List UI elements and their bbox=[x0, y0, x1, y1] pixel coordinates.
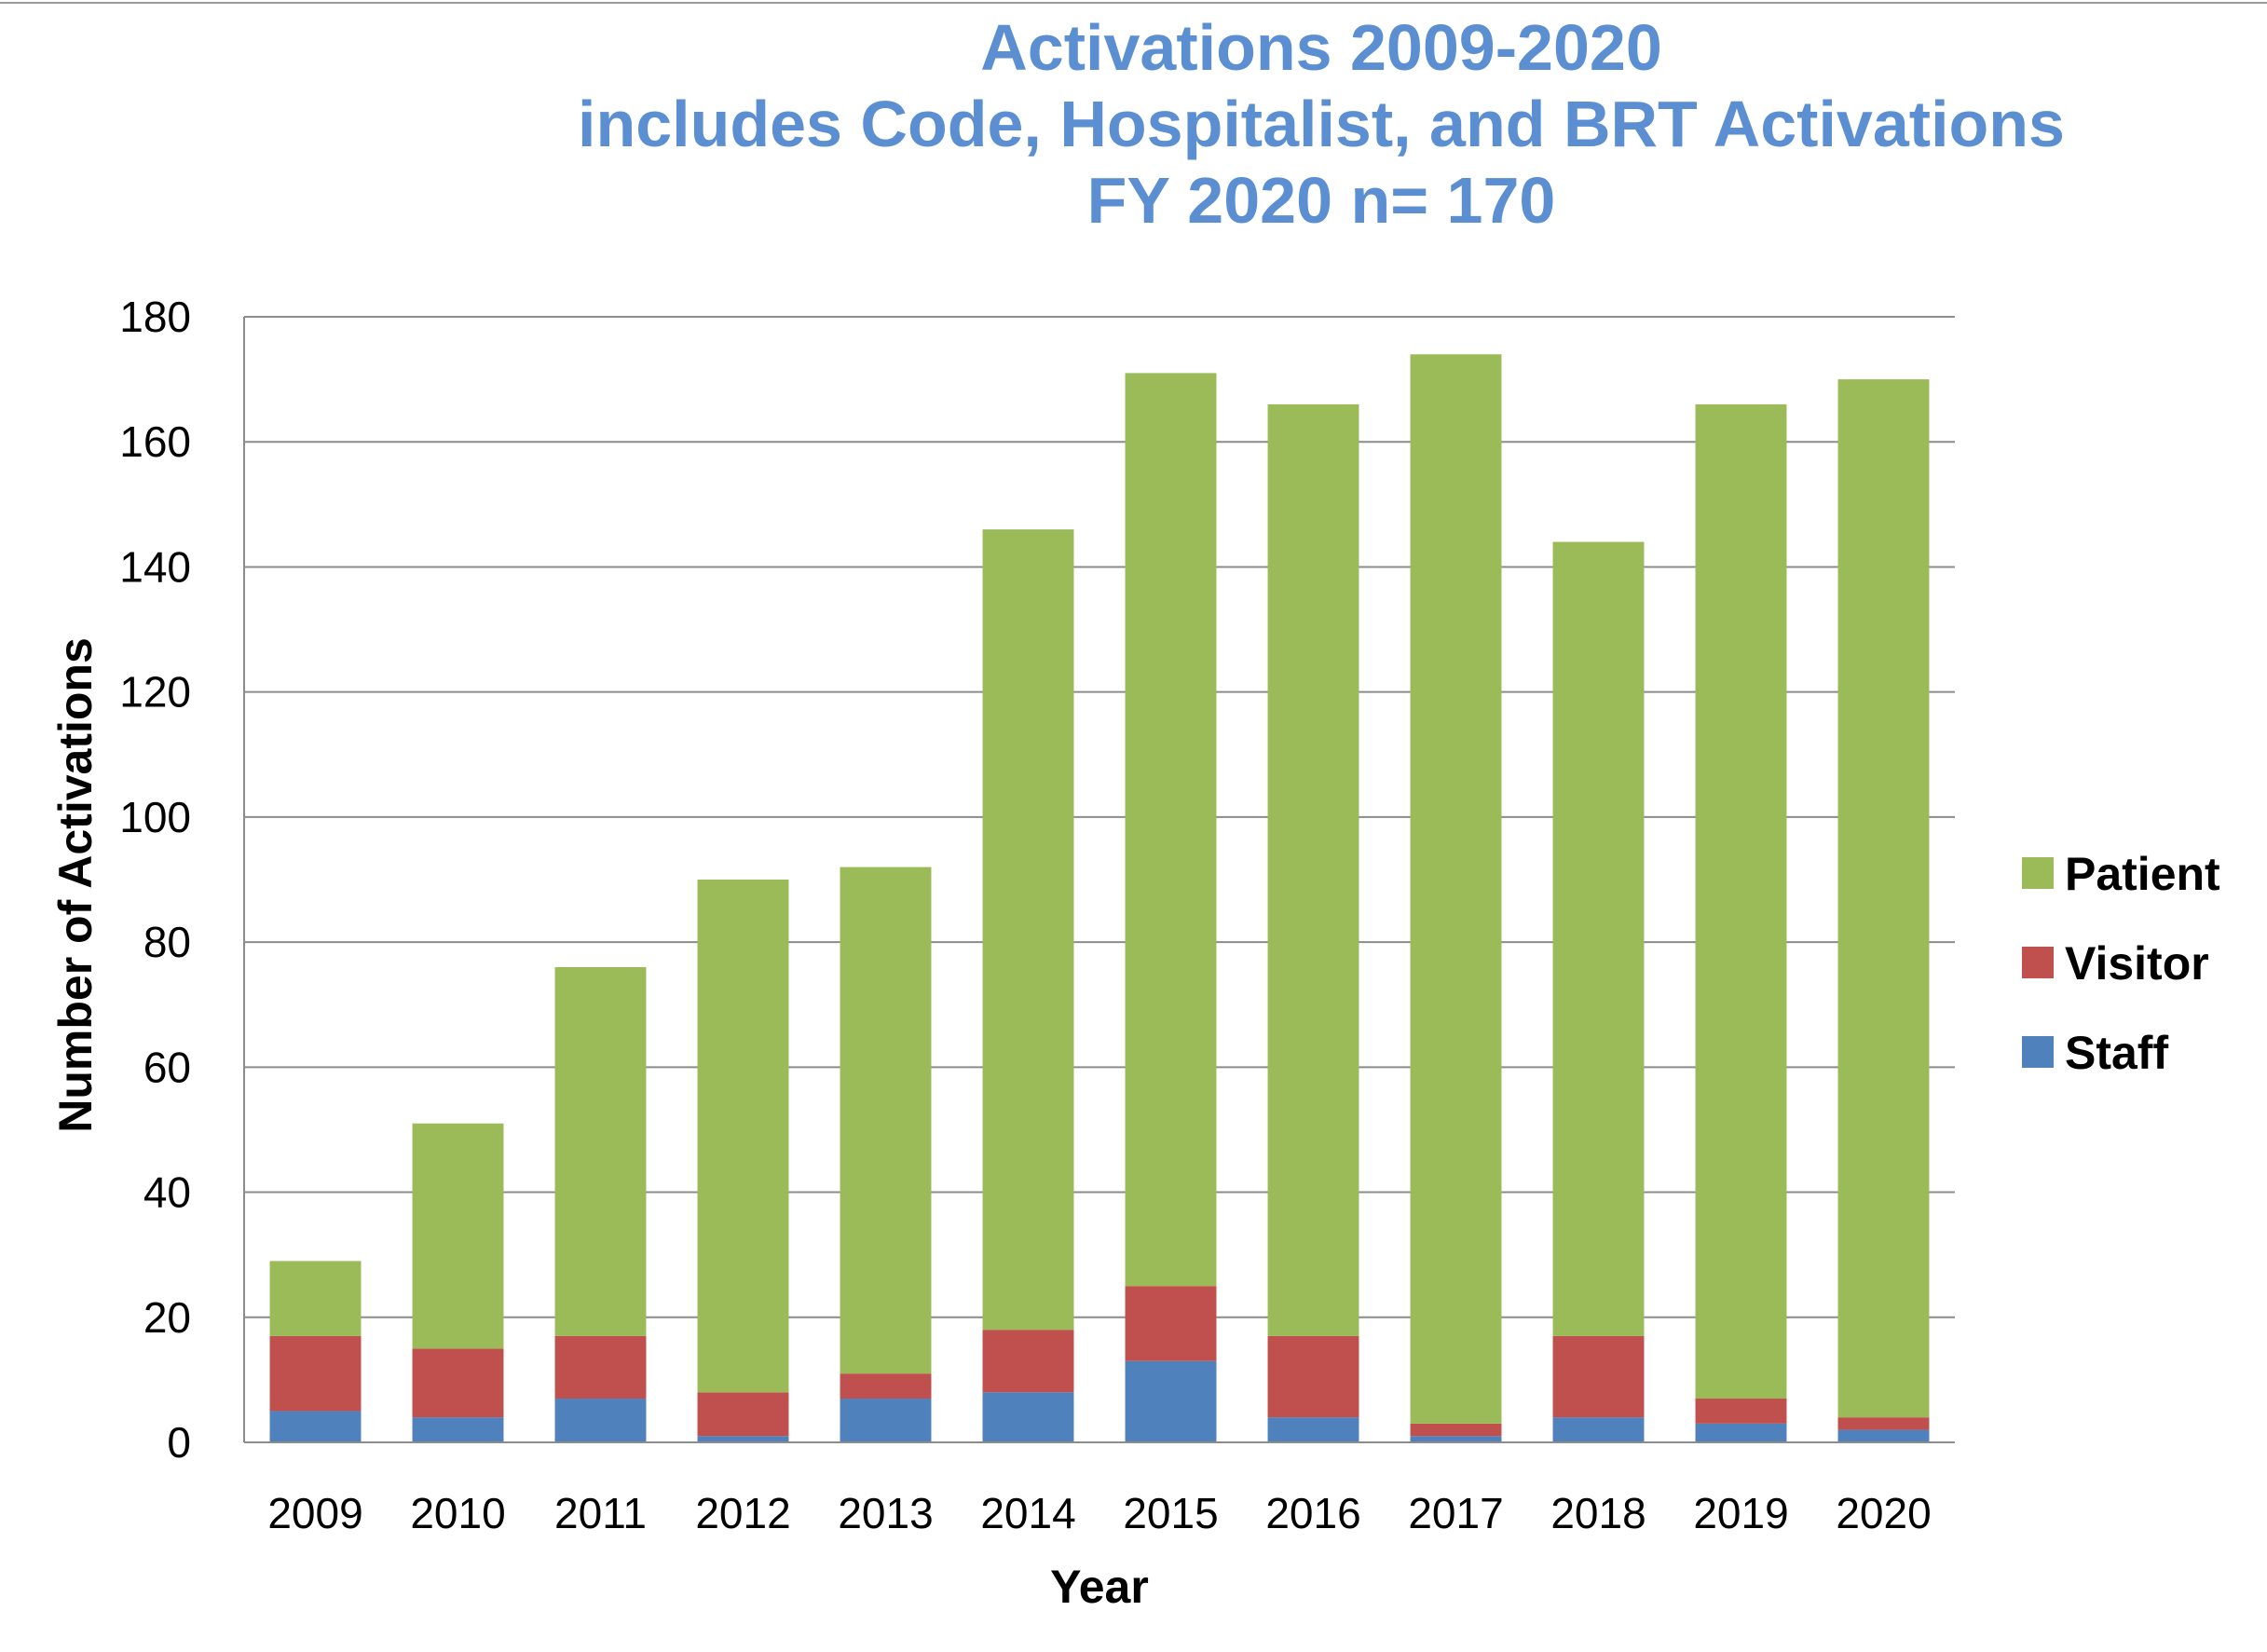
x-tick-label: 2017 bbox=[1408, 1489, 1503, 1537]
y-axis-tick-labels: 0 20 40 60 80 100 120 140 160 180 bbox=[119, 293, 191, 1467]
bar-segment-staff bbox=[1267, 1417, 1359, 1442]
y-tick-label: 120 bbox=[119, 668, 191, 717]
bar-segment-visitor bbox=[982, 1330, 1074, 1393]
x-tick-label: 2012 bbox=[695, 1489, 790, 1537]
bar-segment-staff bbox=[269, 1411, 362, 1442]
bar-segment-visitor bbox=[1267, 1335, 1359, 1418]
axes bbox=[243, 317, 1955, 1443]
bar-segment-patient bbox=[1837, 379, 1930, 1418]
x-axis-title: Year bbox=[1050, 1561, 1149, 1613]
legend-swatch-visitor bbox=[2022, 947, 2054, 978]
y-tick-label: 40 bbox=[143, 1168, 191, 1217]
legend-label-staff: Staff bbox=[2065, 1027, 2168, 1079]
bar-segment-patient bbox=[1125, 373, 1217, 1287]
bar-segment-staff bbox=[1125, 1360, 1217, 1442]
y-tick-label: 160 bbox=[119, 417, 191, 466]
legend-label-patient: Patient bbox=[2065, 848, 2220, 900]
bar-segment-patient bbox=[1267, 403, 1359, 1336]
legend-swatch-patient bbox=[2022, 857, 2054, 889]
x-tick-label: 2019 bbox=[1693, 1489, 1788, 1537]
chart-title-line-2: includes Code, Hospitalist, and BRT Acti… bbox=[578, 88, 2065, 160]
bar-segment-visitor bbox=[1552, 1335, 1645, 1418]
bar-segment-patient bbox=[412, 1123, 504, 1349]
x-tick-label: 2015 bbox=[1123, 1489, 1218, 1537]
bar-segment-patient bbox=[1410, 354, 1502, 1424]
y-tick-label: 0 bbox=[167, 1418, 191, 1467]
y-tick-label: 100 bbox=[119, 793, 191, 841]
legend-label-visitor: Visitor bbox=[2065, 937, 2209, 990]
y-tick-label: 180 bbox=[119, 293, 191, 341]
x-tick-label: 2009 bbox=[267, 1489, 362, 1537]
bar-segment-staff bbox=[1695, 1423, 1787, 1442]
bar-segment-patient bbox=[1552, 541, 1645, 1336]
bar-segment-staff bbox=[1837, 1429, 1930, 1442]
bar-segment-patient bbox=[554, 966, 647, 1336]
bar-segment-staff bbox=[840, 1399, 932, 1442]
bar-segment-visitor bbox=[269, 1335, 362, 1412]
bar-segment-staff bbox=[982, 1392, 1074, 1442]
x-tick-label: 2010 bbox=[410, 1489, 505, 1537]
x-tick-label: 2020 bbox=[1836, 1489, 1931, 1537]
bar-segment-visitor bbox=[1410, 1423, 1502, 1437]
bar-segment-visitor bbox=[1837, 1417, 1930, 1430]
bar-segment-staff bbox=[554, 1399, 647, 1442]
bar-segment-visitor bbox=[554, 1335, 647, 1399]
legend-swatch-staff bbox=[2022, 1036, 2054, 1068]
chart-title-line-3: FY 2020 n= 170 bbox=[1087, 164, 1556, 237]
y-tick-label: 60 bbox=[143, 1043, 191, 1091]
x-tick-label: 2011 bbox=[554, 1489, 647, 1537]
bar-segment-patient bbox=[697, 880, 789, 1393]
bar-segment-staff bbox=[1410, 1436, 1502, 1442]
bar-segment-visitor bbox=[697, 1392, 789, 1437]
bar-segment-visitor bbox=[1695, 1399, 1787, 1424]
bar-segment-visitor bbox=[1125, 1286, 1217, 1361]
bar-segment-patient bbox=[269, 1261, 362, 1336]
bar-segment-staff bbox=[412, 1417, 504, 1442]
bar-segment-visitor bbox=[412, 1348, 504, 1418]
y-tick-label: 20 bbox=[143, 1293, 191, 1342]
y-tick-label: 140 bbox=[119, 542, 191, 591]
bar-segment-patient bbox=[982, 529, 1074, 1331]
x-axis-tick-labels: 2009 2010 2011 2012 2013 2014 2015 2016 2017 2018… bbox=[267, 1489, 1931, 1537]
bar-segment-visitor bbox=[840, 1373, 932, 1399]
bar-segment-patient bbox=[1695, 403, 1787, 1399]
x-tick-label: 2013 bbox=[838, 1489, 933, 1537]
gridlines bbox=[244, 316, 1955, 1318]
bar-segment-staff bbox=[1552, 1417, 1645, 1442]
x-tick-label: 2016 bbox=[1265, 1489, 1360, 1537]
x-tick-label: 2018 bbox=[1550, 1489, 1646, 1537]
chart-title-line-1: Activations 2009-2020 bbox=[980, 11, 1662, 84]
x-tick-label: 2014 bbox=[980, 1489, 1075, 1537]
bar-segment-staff bbox=[697, 1436, 789, 1442]
legend: Patient Visitor Staff bbox=[2022, 848, 2220, 1079]
bars bbox=[269, 354, 1930, 1442]
bar-segment-patient bbox=[840, 867, 932, 1374]
y-tick-label: 80 bbox=[143, 918, 191, 966]
y-axis-title: Number of Activations bbox=[49, 637, 102, 1133]
